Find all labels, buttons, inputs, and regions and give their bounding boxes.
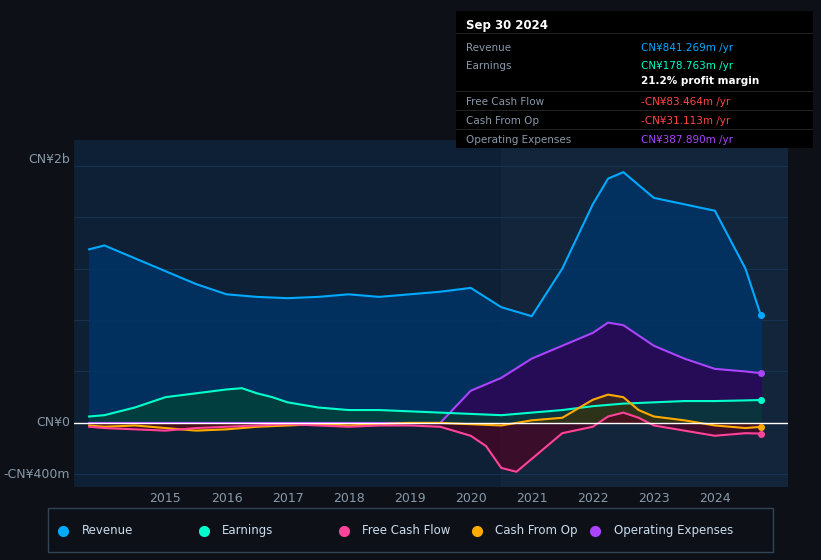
Text: -CN¥400m: -CN¥400m bbox=[4, 468, 71, 481]
Text: Earnings: Earnings bbox=[222, 524, 273, 537]
Text: CN¥841.269m /yr: CN¥841.269m /yr bbox=[641, 43, 733, 53]
Text: Revenue: Revenue bbox=[82, 524, 133, 537]
Text: Sep 30 2024: Sep 30 2024 bbox=[466, 20, 548, 32]
Text: Earnings: Earnings bbox=[466, 61, 511, 71]
Text: Free Cash Flow: Free Cash Flow bbox=[363, 524, 451, 537]
Bar bbox=[502, 140, 788, 487]
Text: Operating Expenses: Operating Expenses bbox=[466, 135, 571, 145]
Bar bbox=[48, 508, 773, 552]
Text: CN¥2b: CN¥2b bbox=[29, 153, 71, 166]
Text: -CN¥31.113m /yr: -CN¥31.113m /yr bbox=[641, 116, 731, 126]
Text: Cash From Op: Cash From Op bbox=[496, 524, 578, 537]
Text: 21.2% profit margin: 21.2% profit margin bbox=[641, 76, 759, 86]
Text: CN¥387.890m /yr: CN¥387.890m /yr bbox=[641, 135, 733, 145]
Text: CN¥0: CN¥0 bbox=[36, 417, 71, 430]
Text: -CN¥83.464m /yr: -CN¥83.464m /yr bbox=[641, 97, 731, 107]
Text: Revenue: Revenue bbox=[466, 43, 511, 53]
Text: Cash From Op: Cash From Op bbox=[466, 116, 539, 126]
Text: Operating Expenses: Operating Expenses bbox=[613, 524, 733, 537]
Text: Free Cash Flow: Free Cash Flow bbox=[466, 97, 544, 107]
Text: CN¥178.763m /yr: CN¥178.763m /yr bbox=[641, 61, 733, 71]
